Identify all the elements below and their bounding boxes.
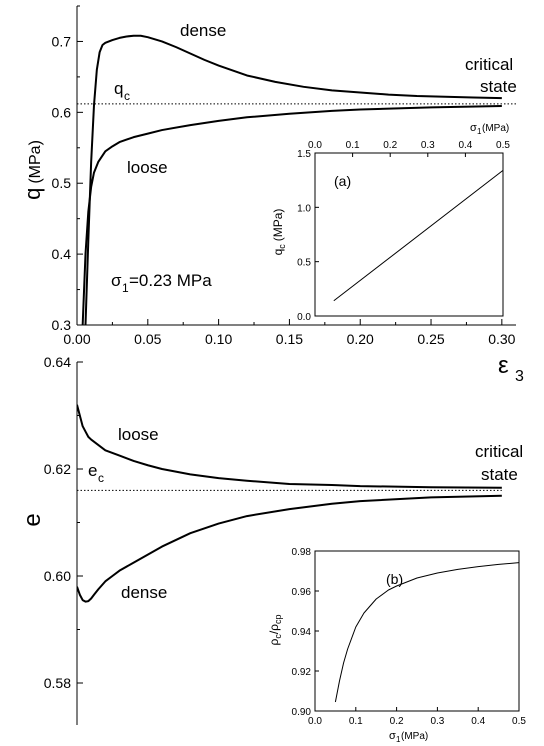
inset-b-panel-label: (b): [386, 571, 403, 587]
inset-a-x-tick-label: 0.3: [421, 140, 435, 151]
top-y-axis-label-symbol: q: [20, 188, 45, 200]
inset-b-x-label-sub: 1: [396, 735, 401, 744]
bottom-label-state: state: [481, 465, 518, 484]
top-x-tick-label: 0.15: [276, 331, 303, 347]
top-x-tick-label: 0.00: [63, 331, 90, 347]
top-x-tick-label: 0.30: [488, 331, 515, 347]
top-label-loose: loose: [127, 158, 168, 177]
inset-a-frame: [314, 152, 504, 317]
top-label-critical: critical: [465, 55, 513, 74]
bottom-y-tick-label: 0.64: [44, 354, 71, 370]
top-x-tick-label: 0.05: [134, 331, 161, 347]
bottom-label-critical: critical: [475, 442, 523, 461]
inset-a-y-label-unit: (MPa): [271, 209, 285, 242]
inset-a-x-tick-label: 0.2: [383, 140, 397, 151]
top-label-sigma-value: =0.23 MPa: [129, 271, 212, 290]
top-y-tick-label: 0.5: [52, 175, 72, 191]
inset-a-x-label: σ: [470, 122, 477, 134]
inset-a-y-tick-label: 1.5: [297, 149, 311, 160]
top-x-tick-label: 0.10: [205, 331, 232, 347]
inset-a-x-tick-label: 0.4: [458, 140, 472, 151]
top-y-tick-label: 0.3: [52, 317, 72, 333]
inset-b-frame: [314, 550, 520, 712]
inset-b-y-tick-label: 0.96: [292, 587, 312, 598]
inset-b-y-label-sub-cp: cp: [273, 614, 283, 624]
inset-b-y-tick-label: 0.98: [292, 547, 312, 558]
inset-b-y-tick-label: 0.94: [292, 627, 312, 638]
top-label-dense: dense: [180, 21, 226, 40]
top-label-sigma-sub: 1: [122, 281, 129, 295]
top-x-axis-label: ε: [498, 352, 509, 379]
inset-b-y-label: ρc/ρcp: [267, 614, 283, 645]
inset-b-line: [334, 562, 520, 703]
top-y-tick-label: 0.7: [52, 33, 72, 49]
inset-b-x-label-unit: (MPa): [401, 731, 428, 742]
inset-a-y-label-symbol: q: [271, 249, 285, 256]
inset-a-y-tick-label: 0.0: [297, 312, 311, 323]
top-x-tick-label: 0.20: [347, 331, 374, 347]
top-series-dense-line: [84, 34, 502, 325]
bottom-label-dense: dense: [121, 583, 167, 602]
inset-b-x-tick-label: 0.3: [430, 716, 444, 727]
inset-a-panel-label: (a): [334, 173, 351, 189]
top-x-tick-label: 0.25: [417, 331, 444, 347]
inset-b-x-tick-label: 0.2: [390, 716, 404, 727]
inset-a-line: [333, 169, 504, 302]
top-label-state: state: [480, 77, 517, 96]
top-panel: 0.3 0.4 0.5 0.6 0.7 0.00 0.05 0.10 0.15 0.20 0.25 0…: [20, 5, 524, 385]
bottom-label-loose: loose: [118, 425, 159, 444]
top-label-sigma: σ: [111, 271, 122, 290]
top-y-axis-label-unit: (MPa): [27, 140, 44, 184]
inset-b-x-tick-label: 0.4: [471, 716, 485, 727]
inset-b-x-label: σ: [389, 730, 396, 742]
top-y-tick-label: 0.6: [52, 104, 72, 120]
inset-a-x-label-sub: 1: [477, 127, 482, 136]
bottom-y-tick-label: 0.58: [44, 675, 71, 691]
inset-a-x-tick-label: 0.1: [346, 140, 360, 151]
inset-a-y-label: qc (MPa): [271, 209, 287, 256]
inset-b-y-tick-label: 0.90: [292, 707, 312, 718]
inset-a-y-label-sub: c: [277, 244, 287, 249]
inset-b-x-tick-label: 0.5: [512, 716, 526, 727]
top-y-tick-label: 0.4: [52, 246, 72, 262]
top-inset-panel: 0.00.51.01.50.0 0.1 0.2 0.3 0.4 0.5(a)σ 1 (MPa)…: [271, 122, 510, 323]
inset-a-x-tick-label: 0.0: [308, 140, 322, 151]
inset-b-y-label-sub-c: c: [273, 634, 283, 639]
inset-a-y-tick-label: 1.0: [297, 203, 311, 214]
top-y-axis-label: q (MPa): [20, 140, 45, 200]
bottom-series-dense-line: [77, 494, 502, 603]
inset-a-x-label-unit: (MPa): [482, 123, 509, 134]
inset-a-y-tick-label: 0.5: [297, 258, 311, 269]
bottom-series-loose-line: [77, 404, 502, 489]
top-label-qc: q: [114, 79, 123, 98]
bottom-panel: 0.58 0.60 0.62 0.64 loose dense critical state e…: [19, 354, 523, 725]
inset-b-x-tick-label: 0.0: [308, 716, 322, 727]
inset-b-y-tick-label: 0.92: [292, 667, 312, 678]
bottom-label-ec: e: [88, 461, 97, 480]
bottom-y-tick-label: 0.62: [44, 461, 71, 477]
bottom-y-tick-label: 0.60: [44, 568, 71, 584]
bottom-label-ec-sub: c: [98, 471, 104, 485]
inset-a-x-tick-label: 0.5: [496, 140, 510, 151]
inset-b-y-label-rho: ρ: [267, 639, 281, 646]
top-x-axis-label-sub: 3: [515, 368, 524, 385]
inset-b-y-label-slash-rho: /ρ: [267, 624, 281, 634]
bottom-inset-panel: 0.90 0.92 0.94 0.96 0.98 0.0 0.1 0.2 0.3 0.4 0.5 (b…: [267, 547, 526, 744]
bottom-y-axis-label: e: [19, 513, 46, 526]
top-series-loose-line: [81, 104, 502, 325]
inset-b-x-tick-label: 0.1: [349, 716, 363, 727]
top-label-qc-sub: c: [124, 89, 130, 103]
